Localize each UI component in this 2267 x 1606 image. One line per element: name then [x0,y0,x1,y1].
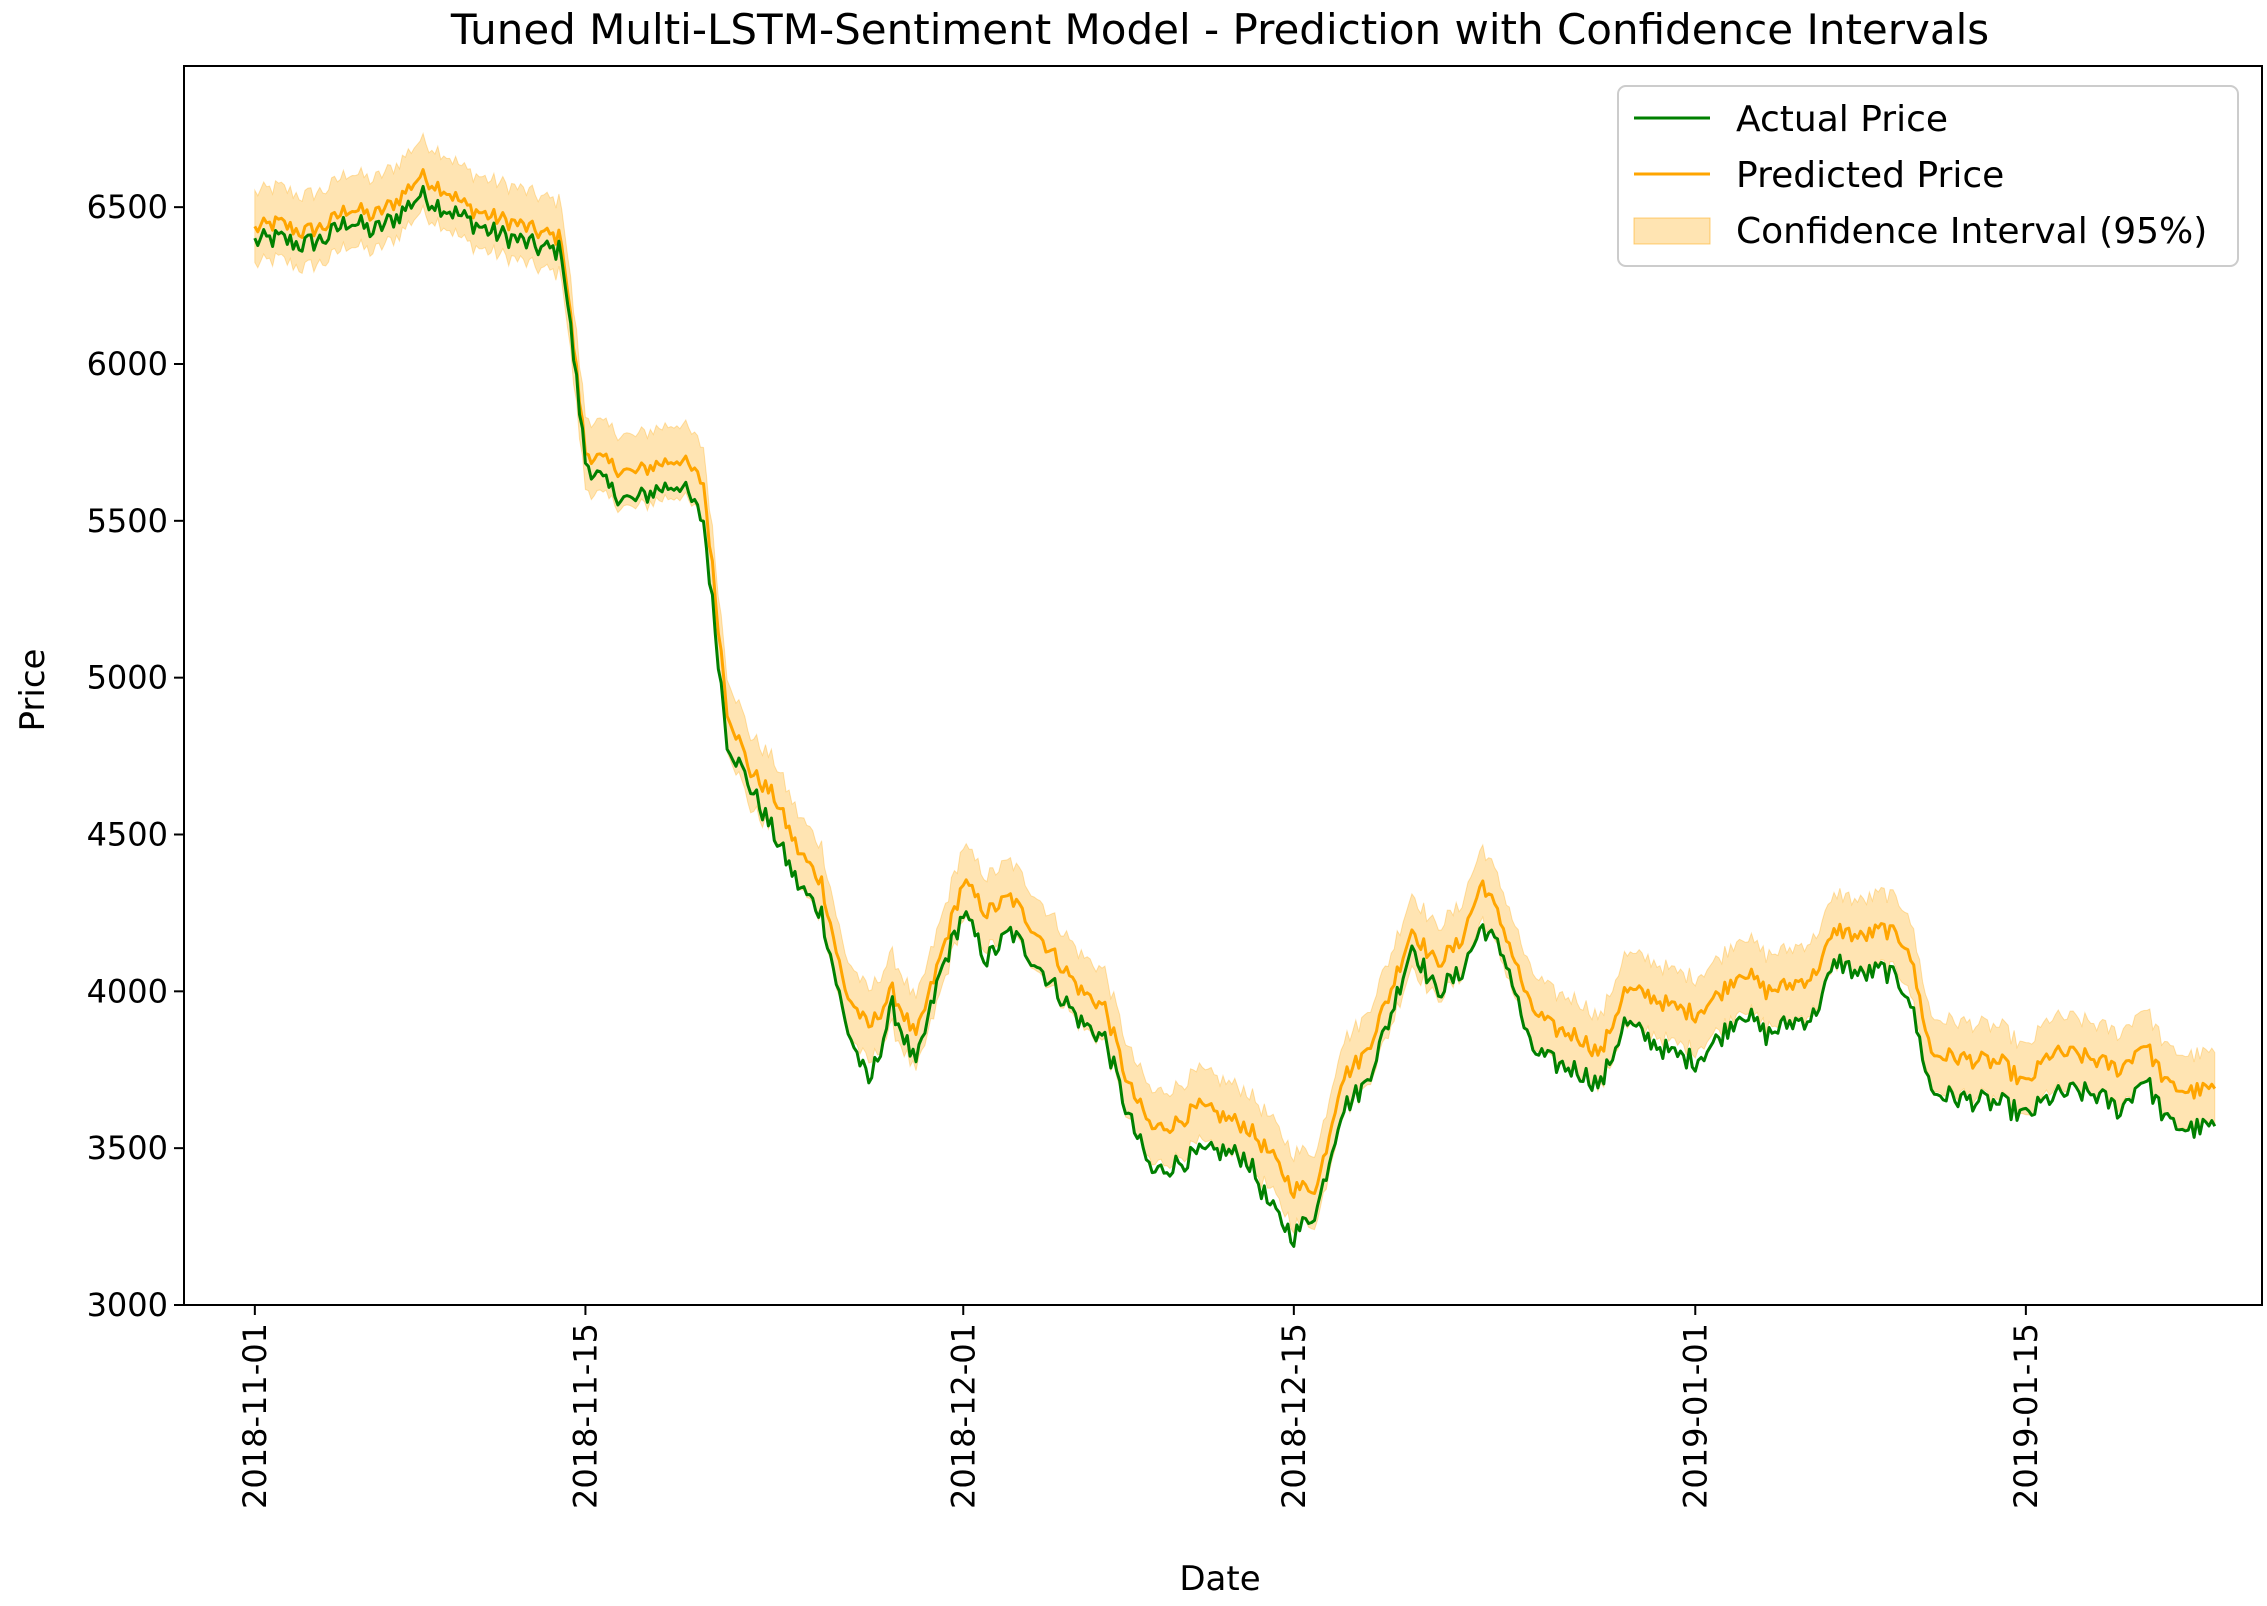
legend-actual-label: Actual Price [1736,99,1948,140]
y-tick-label: 5000 [87,659,168,697]
x-axis-label: Date [1179,1559,1260,1599]
y-tick-label: 4000 [87,972,168,1010]
y-axis-ticks: 3000 3500 4000 4500 5000 5500 6000 6500 [87,188,184,1324]
y-tick-label: 3000 [87,1286,168,1324]
legend-predicted-label: Predicted Price [1736,155,2004,196]
y-tick-label: 3500 [87,1129,168,1167]
x-tick-label: 2018-12-15 [1275,1323,1313,1509]
y-tick-label: 6000 [87,345,168,383]
y-tick-label: 4500 [87,815,168,853]
y-tick-label: 5500 [87,502,168,540]
x-tick-label: 2018-12-01 [944,1323,982,1509]
plot-area [253,131,2217,1248]
predicted-price-line [253,168,2217,1199]
x-tick-label: 2018-11-01 [236,1323,274,1509]
x-tick-label: 2018-11-15 [566,1323,604,1509]
axes-frame [183,65,2263,1306]
legend-box [1617,85,2239,267]
actual-price-line [253,184,2217,1248]
chart-title: Tuned Multi-LSTM-Sentiment Model - Predi… [450,5,1989,54]
y-tick-label: 6500 [87,188,168,226]
legend-band-swatch [1633,217,1711,245]
x-axis-ticks: 2018-11-01 2018-11-15 2018-12-01 2018-12-15… [236,1305,2045,1509]
y-axis-label: Price [13,649,53,732]
x-tick-label: 2019-01-15 [2007,1323,2045,1509]
legend: Actual Price Predicted Price Confidence … [1617,85,2239,267]
x-tick-label: 2019-01-01 [1676,1323,1714,1509]
legend-band-label: Confidence Interval (95%) [1736,211,2207,252]
